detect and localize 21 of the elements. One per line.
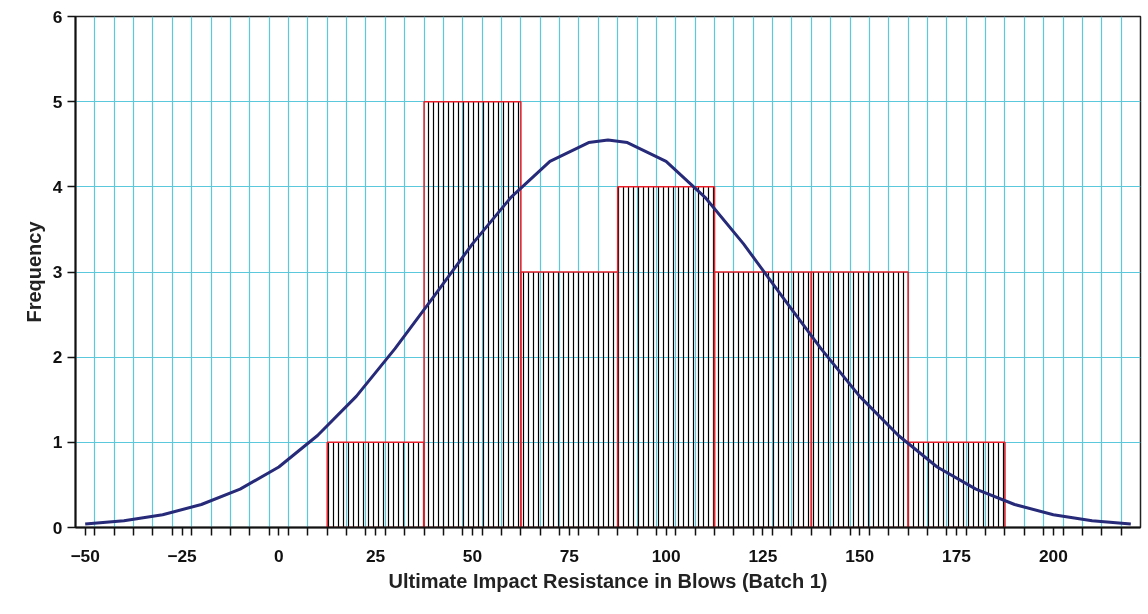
x-tick-label: 100: [651, 545, 681, 566]
y-tick-label: 6: [52, 6, 63, 27]
x-tick-label: 50: [462, 545, 483, 566]
y-tick-label: 4: [52, 176, 63, 197]
x-tick-label: 150: [845, 545, 875, 566]
x-tick-label: 175: [942, 545, 972, 566]
line-series: [83, 138, 1133, 526]
x-axis-title: Ultimate Impact Resistance in Blows (Batch 1): [388, 569, 828, 592]
x-tick-label: −50: [70, 545, 100, 566]
x-tick-label: 25: [366, 545, 386, 566]
y-tick-label: 5: [52, 91, 63, 112]
x-tick-label: 75: [559, 545, 580, 566]
x-tick-label: 200: [1038, 545, 1068, 566]
y-tick-label: 1: [52, 432, 63, 453]
x-tick-label: −25: [167, 545, 198, 566]
y-tick-label: 3: [52, 262, 63, 282]
y-tick-label: 2: [52, 347, 63, 368]
x-tick-label: 0: [274, 545, 284, 566]
y-tick-label: 0: [52, 517, 63, 538]
y-axis-title: Frequency: [22, 220, 45, 323]
x-tick-label: 125: [748, 545, 778, 566]
